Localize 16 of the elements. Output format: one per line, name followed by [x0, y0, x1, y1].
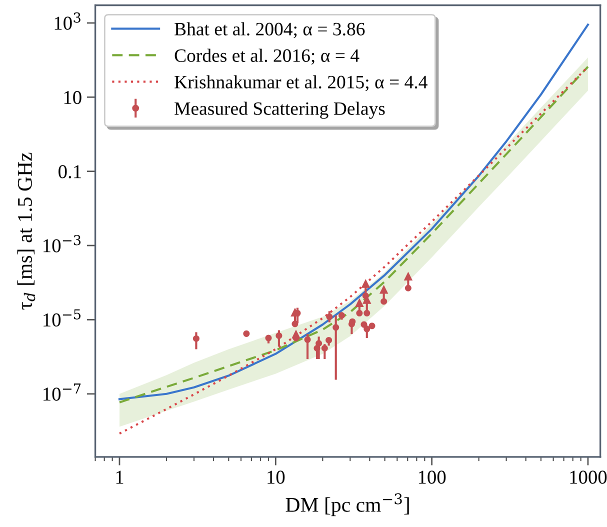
legend-label: Measured Scattering Delays — [174, 102, 385, 119]
y-tick-label: 10$^{−7}$ — [44, 384, 81, 401]
x-tick-label: 1000 — [570, 470, 607, 484]
y-tick-label: 10$^{3}$ — [54, 12, 80, 30]
y-tick-label: 0.1 — [58, 165, 81, 178]
y-tick-label: 10$^{−5}$ — [44, 309, 80, 327]
legend-label: Bhat et al. 2004; α = 3.86 — [174, 22, 365, 38]
y-tick-label: 10 — [64, 90, 82, 104]
legend-label: Cordes et al. 2016; α = 4 — [174, 48, 360, 65]
y-tick-label: 10$^{−3}$ — [44, 234, 81, 252]
legend-label: Krishnakumar et al. 2015; α = 4.4 — [174, 75, 428, 92]
x-axis-title: DM [pc cm$^{−3}$] — [286, 493, 409, 516]
x-tick-label: 100 — [418, 470, 446, 484]
x-tick-label: 1 — [116, 470, 124, 484]
x-tick-label: 10 — [268, 470, 285, 484]
y-axis-title: τ$_{d}$ [ms] at 1.5 GHz — [17, 152, 36, 310]
